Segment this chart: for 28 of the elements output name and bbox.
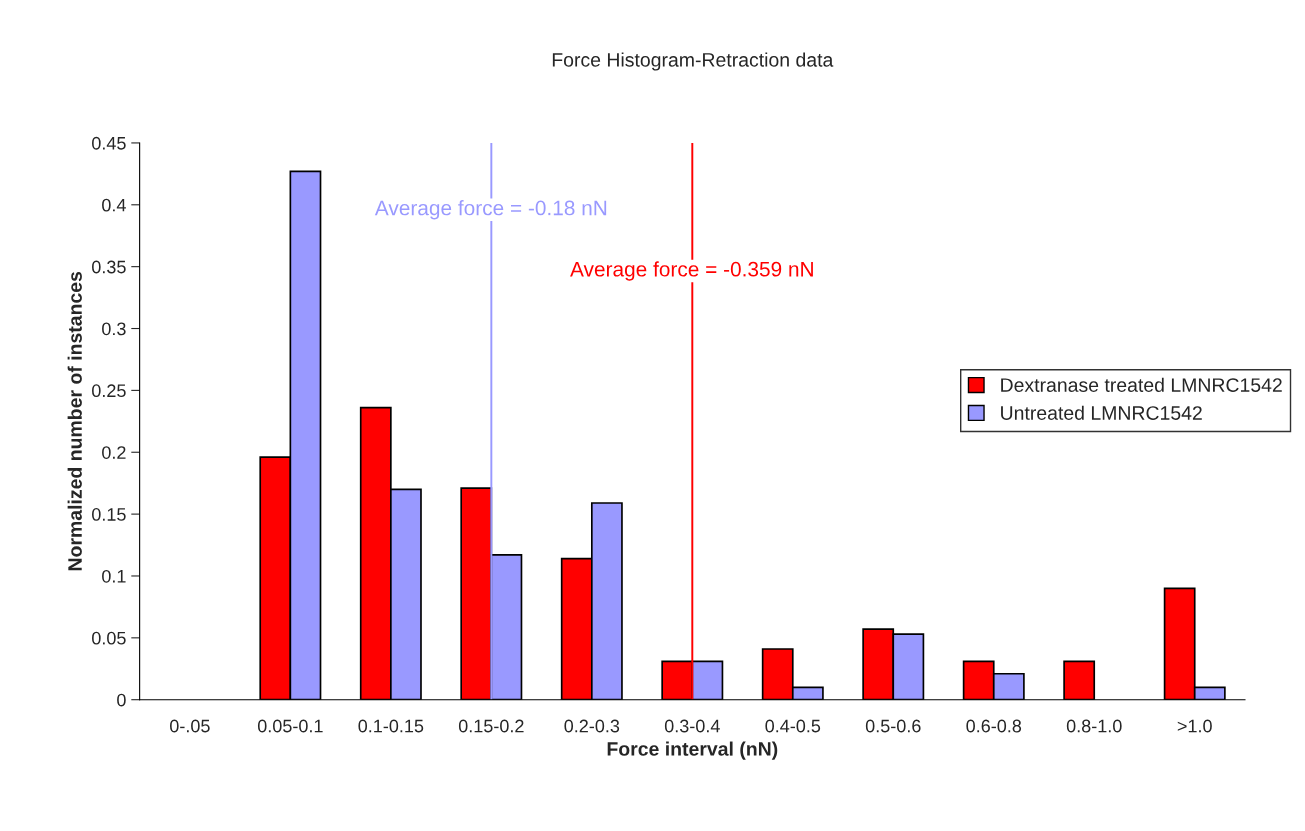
x-axis-title: Force interval (nN) bbox=[607, 741, 778, 760]
y-tick-label: 0.4 bbox=[102, 198, 126, 212]
x-tick-label: 0.8-1.0 bbox=[1066, 719, 1122, 733]
y-tick-label: 0.25 bbox=[92, 384, 126, 398]
y-tick-label: 0.3 bbox=[102, 322, 126, 336]
chart-title: Force Histogram-Retraction data bbox=[552, 52, 834, 71]
y-tick-label: 0.2 bbox=[102, 446, 126, 459]
y-tick-label: 0.15 bbox=[92, 508, 126, 521]
legend-label: Untreated LMNRC1542 bbox=[1001, 405, 1202, 420]
x-tick-label: 0.3-0.4 bbox=[664, 719, 720, 733]
x-tick-label: 0.15-0.2 bbox=[458, 719, 524, 733]
legend-label: Dextranase treated LMNRC1542 bbox=[1001, 377, 1282, 392]
y-tick-label: 0.45 bbox=[92, 136, 126, 150]
y-tick-label: 0.05 bbox=[92, 631, 126, 645]
x-tick-label: 0.05-0.1 bbox=[257, 719, 323, 733]
x-tick-label: 0-.05 bbox=[170, 719, 210, 733]
ref-line-label: Average force = -0.18 nN bbox=[374, 200, 607, 220]
x-tick-label: 0.1-0.15 bbox=[358, 719, 424, 733]
x-tick-label: 0.2-0.3 bbox=[564, 719, 620, 733]
x-tick-label: 0.4-0.5 bbox=[765, 719, 821, 733]
x-tick-label: 0.5-0.6 bbox=[865, 719, 921, 733]
y-tick-label: 0 bbox=[117, 693, 126, 707]
x-tick-label: >1.0 bbox=[1177, 719, 1212, 733]
x-tick-label: 0.6-0.8 bbox=[966, 719, 1022, 733]
y-tick-label: 0.1 bbox=[102, 569, 126, 583]
y-tick-label: 0.35 bbox=[92, 260, 126, 274]
ref-line-label: Average force = -0.359 nN bbox=[570, 261, 813, 281]
y-axis-title: Normalized number of instances bbox=[67, 271, 82, 571]
